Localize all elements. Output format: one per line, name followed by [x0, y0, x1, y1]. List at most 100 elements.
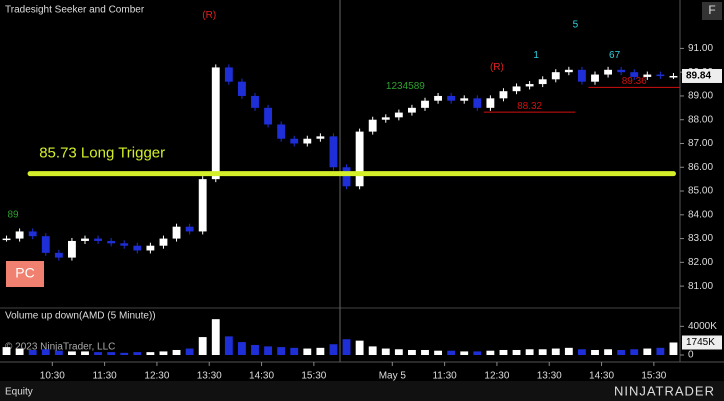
- volume-bar: [54, 350, 63, 355]
- volume-bar: [591, 349, 599, 355]
- x-tick-label: 12:30: [484, 371, 509, 382]
- candle-body: [15, 231, 24, 239]
- candle-body: [408, 107, 416, 113]
- badge: [6, 261, 44, 287]
- candle-body: [617, 69, 626, 73]
- volume-bar: [277, 347, 286, 355]
- volume-tick-label: 0: [688, 350, 694, 361]
- y-tick-label: 89.00: [688, 91, 713, 102]
- candle-body: [538, 79, 547, 85]
- y-tick-label: 83.00: [688, 233, 713, 244]
- volume-bar: [604, 349, 612, 355]
- candle-body: [473, 98, 482, 108]
- last-price-box: [682, 68, 722, 83]
- candle-body: [551, 72, 560, 80]
- x-tick-label: 14:30: [589, 371, 614, 382]
- y-tick-label: 91.00: [688, 43, 713, 54]
- candle-body: [421, 100, 429, 108]
- candle-body: [120, 243, 129, 246]
- volume-bar: [408, 349, 416, 355]
- candle-body: [133, 245, 142, 251]
- y-tick-label: 85.00: [688, 186, 713, 197]
- annotation: 1234589: [386, 81, 425, 92]
- chart-title: Tradesight Seeker and Comber: [5, 5, 145, 16]
- volume-bar: [303, 348, 312, 355]
- candle-body: [316, 136, 325, 139]
- volume-bar: [643, 348, 652, 355]
- x-tick-label: 11:30: [432, 371, 457, 382]
- y-tick-label: 81.00: [688, 281, 713, 292]
- candle-body: [643, 74, 652, 77]
- volume-bar: [669, 342, 678, 355]
- volume-last-label: 1745K: [686, 337, 715, 348]
- candle-body: [381, 117, 390, 120]
- y-tick-label: 88.00: [688, 114, 713, 125]
- instrument: Equity: [5, 387, 33, 398]
- volume-bar: [564, 347, 573, 355]
- x-tick-label: 13:30: [537, 371, 562, 382]
- volume-bar: [381, 348, 390, 355]
- candle-body: [41, 236, 50, 253]
- volume-bar: [15, 348, 24, 355]
- volume-bar: [120, 352, 129, 355]
- footer: [0, 381, 724, 401]
- candle-body: [630, 72, 639, 77]
- volume-bar: [185, 348, 194, 355]
- volume-bar: [133, 352, 142, 355]
- x-tick-label: 15:30: [301, 371, 326, 382]
- candle-body: [303, 138, 312, 144]
- volume-bar: [211, 319, 220, 355]
- candle-body: [368, 119, 377, 132]
- candle-body: [656, 74, 665, 77]
- candle-body: [434, 95, 442, 101]
- volume-bar: [329, 344, 338, 355]
- candle-body: [81, 238, 89, 241]
- panel-button[interactable]: [702, 2, 722, 20]
- candle-body: [68, 240, 76, 258]
- volume-bar: [630, 349, 639, 355]
- candle-body: [329, 136, 338, 168]
- copyright: © 2023 NinjaTrader, LLC: [5, 342, 115, 353]
- candle-body: [107, 240, 116, 244]
- volume-bar: [368, 346, 377, 355]
- volume-bar: [434, 350, 442, 355]
- x-tick-label: 12:30: [144, 371, 169, 382]
- panel-button-label[interactable]: F: [708, 3, 715, 17]
- annotation: (R): [202, 10, 216, 21]
- candle-body: [669, 75, 678, 78]
- candle-body: [290, 138, 299, 144]
- candle-body: [447, 95, 456, 101]
- annotation: 5: [573, 19, 579, 30]
- volume-bar: [512, 349, 521, 355]
- candle-body: [604, 69, 612, 75]
- annotation: 67: [609, 50, 621, 61]
- volume-bar: [447, 350, 456, 355]
- candle-body: [159, 238, 168, 246]
- candle-body: [564, 69, 573, 73]
- volume-bar: [578, 349, 586, 355]
- x-tick-label: 13:30: [197, 371, 222, 382]
- candle-body: [238, 81, 246, 96]
- volume-bar: [394, 349, 403, 355]
- last-price-label: 89.84: [686, 71, 711, 82]
- candle-body: [355, 131, 364, 187]
- volume-title: Volume up down(AMD (5 Minute)): [5, 311, 156, 322]
- trigger-label: 85.73 Long Trigger: [39, 145, 165, 162]
- candle-body: [264, 107, 272, 125]
- volume-bar: [421, 349, 429, 355]
- volume-bar: [264, 346, 272, 355]
- volume-bar: [28, 349, 37, 355]
- volume-bar: [499, 349, 508, 355]
- candle-body: [172, 226, 181, 239]
- candle-body: [211, 67, 220, 180]
- volume-bar: [290, 347, 299, 355]
- volume-bar: [617, 349, 626, 355]
- volume-bar: [94, 352, 102, 355]
- x-tick-label: 10:30: [40, 371, 65, 382]
- candle-body: [146, 245, 155, 251]
- level-label: 89.36: [622, 76, 647, 87]
- volume-bar: [525, 349, 534, 355]
- brand: NINJATRADER: [614, 383, 715, 398]
